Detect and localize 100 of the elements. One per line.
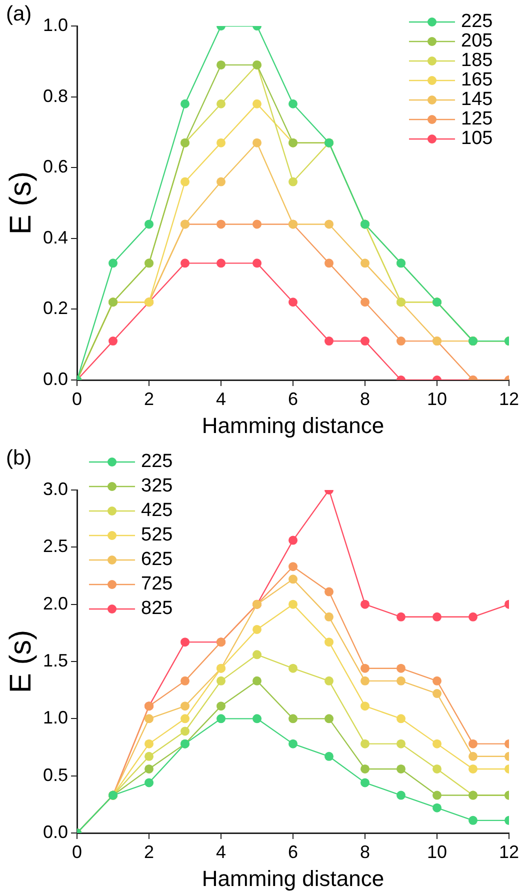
point: [252, 138, 262, 148]
x-tick-label: 8: [360, 842, 370, 862]
point: [288, 714, 298, 724]
point: [180, 258, 190, 268]
point: [468, 612, 478, 622]
y-tick-label: 0.6: [42, 156, 68, 177]
y-tick-label: 0.5: [42, 764, 68, 785]
x-tick-label: 6: [288, 842, 298, 862]
point: [324, 587, 334, 596]
point: [252, 714, 262, 724]
x-tick-label: 8: [360, 388, 370, 409]
point: [468, 816, 478, 825]
point: [360, 778, 370, 788]
legend-label: 165: [461, 70, 493, 91]
point: [252, 650, 262, 660]
point: [360, 336, 370, 346]
y-tick-label: 0.0: [42, 368, 68, 389]
point: [180, 702, 190, 711]
point: [252, 99, 262, 108]
point: [216, 60, 226, 70]
point: [144, 764, 154, 774]
point: [252, 258, 262, 268]
legend-label: 125: [461, 108, 493, 130]
legend-label: 725: [141, 574, 173, 595]
point: [396, 336, 406, 346]
point: [288, 298, 298, 307]
point: [288, 536, 298, 545]
y-tick-label: 1.5: [42, 650, 68, 670]
point: [252, 624, 262, 634]
point: [216, 99, 226, 108]
x-tick-label: 2: [144, 842, 154, 862]
point: [324, 676, 334, 686]
point: [252, 220, 262, 229]
point: [432, 676, 442, 686]
point: [468, 752, 478, 761]
y-tick-label: 2.0: [42, 593, 68, 614]
point: [324, 258, 334, 268]
point: [396, 764, 406, 774]
point: [432, 790, 442, 800]
y-tick-label: 1.0: [42, 708, 68, 728]
point: [468, 764, 478, 774]
point: [180, 676, 190, 686]
point: [288, 600, 298, 609]
point: [324, 714, 334, 724]
point: [180, 726, 190, 736]
x-tick-label: 12: [498, 842, 520, 862]
x-tick-label: 0: [72, 842, 82, 862]
point: [396, 739, 406, 748]
text: (a): [6, 2, 32, 26]
point: [288, 99, 298, 108]
legend-label: 225: [461, 11, 493, 32]
legend-label: 205: [461, 30, 493, 52]
legend-label: 185: [461, 50, 493, 72]
point: [108, 336, 118, 346]
point: [216, 714, 226, 724]
point: [360, 764, 370, 774]
point: [288, 739, 298, 748]
point: [216, 220, 226, 229]
point: [216, 177, 226, 186]
point: [216, 702, 226, 711]
point: [288, 177, 298, 186]
point: [396, 664, 406, 673]
y-tick-label: 2.5: [42, 536, 68, 556]
y-tick-label: 0.0: [42, 822, 68, 842]
point: [360, 702, 370, 711]
y-tick-label: 0.8: [42, 86, 68, 106]
point: [360, 676, 370, 686]
point: [108, 258, 118, 268]
y-tick-label: 0.2: [42, 298, 68, 318]
legend-label: 525: [141, 524, 173, 546]
point: [180, 99, 190, 108]
legend-label: 105: [461, 128, 493, 150]
x-tick-label: 10: [426, 388, 448, 409]
point: [396, 714, 406, 724]
point: [288, 574, 298, 584]
legend-label: 225: [141, 451, 173, 472]
point: [324, 752, 334, 761]
point: [180, 177, 190, 186]
legend-label: 325: [141, 476, 173, 497]
legend-label: 625: [141, 549, 173, 570]
point: [216, 258, 226, 268]
point: [216, 138, 226, 148]
point: [432, 689, 442, 698]
text: (b): [6, 446, 32, 470]
point: [144, 739, 154, 748]
point: [180, 638, 190, 647]
point: [180, 714, 190, 724]
point: [396, 676, 406, 686]
y-axis-title: E (s): [4, 630, 38, 694]
x-axis-title: Hamming distance: [202, 412, 384, 438]
point: [360, 258, 370, 268]
legend-label: 425: [141, 500, 173, 522]
y-tick-label: 0.4: [42, 227, 68, 248]
point: [396, 790, 406, 800]
point: [144, 778, 154, 788]
x-tick-label: 12: [498, 388, 520, 409]
point: [396, 612, 406, 622]
x-tick-label: 6: [288, 388, 298, 409]
point: [468, 739, 478, 748]
y-axis-title: E (s): [4, 171, 38, 235]
